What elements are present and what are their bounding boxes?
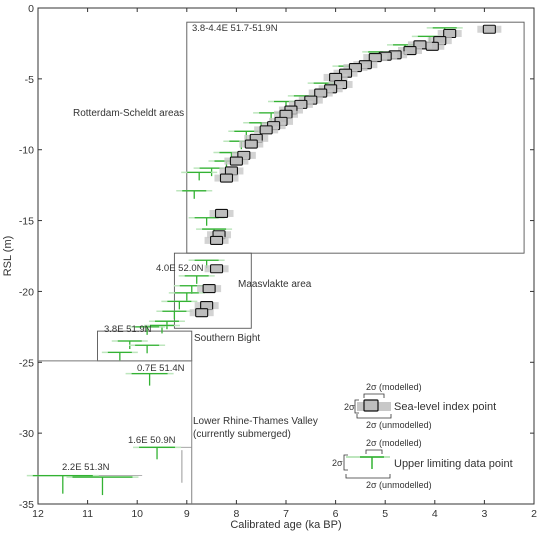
- x-tick-label: 7: [283, 508, 289, 520]
- region-name-label: Rotterdam-Scheldt areas: [73, 108, 184, 119]
- y-tick-label: -25: [19, 357, 34, 369]
- x-tick-label: 9: [184, 508, 190, 520]
- axes: 12 11 10 9 8 7 6 5 4 3 2 0 -5 -10 -15 -20 -25 -30 -35: [19, 3, 537, 520]
- region-coord-label: 0.7E 51.4N: [137, 363, 185, 374]
- x-tick-label: 6: [333, 508, 339, 520]
- index-point-box: [219, 173, 234, 183]
- legend-limit-modelled: 2σ (modelled): [366, 438, 422, 448]
- y-tick-label: -30: [19, 428, 34, 440]
- y-axis-label: RSL (m): [2, 236, 14, 277]
- region-coord-label: 2.2E 51.3N: [62, 462, 110, 473]
- x-axis-label: Calibrated age (ka BP): [230, 519, 341, 531]
- region-labels: 3.8-4.4E 51.7-51.9N Rotterdam-Scheldt are…: [62, 23, 318, 473]
- region-name-label: Southern Bight: [194, 333, 260, 344]
- x-tick-label: 2: [531, 508, 537, 520]
- index-point-box: [210, 235, 224, 245]
- index-point-box: [482, 24, 496, 34]
- legend-limit-unmodelled: 2σ (unmodelled): [366, 480, 432, 490]
- index-point-box: [202, 284, 216, 294]
- region-boxes: [38, 21, 525, 504]
- y-tick-label: -10: [19, 145, 34, 157]
- x-tick-label: 4: [432, 508, 438, 520]
- region-coord-label: 1.6E 50.9N: [128, 435, 176, 446]
- legend-limit-sigma: 2σ: [332, 458, 343, 468]
- x-tick-label: 5: [382, 508, 388, 520]
- legend-index-modelled: 2σ (modelled): [366, 382, 422, 392]
- region-box-maasvlakte: [173, 252, 252, 329]
- x-tick-label: 3: [481, 508, 487, 520]
- y-tick-label: -20: [19, 286, 34, 298]
- legend-index-unmodelled-bracket: [356, 414, 392, 419]
- region-box-lower-rhine: [38, 360, 193, 504]
- x-tick-label: 12: [32, 508, 44, 520]
- legend-index-sigma-bracket: [354, 399, 359, 414]
- index-point-box: [214, 208, 229, 219]
- y-tick-label: -5: [25, 74, 34, 86]
- index-point-box: [195, 308, 209, 318]
- region-coord-label: 3.8E 51.9N: [104, 324, 152, 335]
- y-tick-label: -35: [19, 499, 34, 511]
- region-coord-label: 4.0E 52.0N: [156, 263, 204, 274]
- legend-index-unmodelled: 2σ (unmodelled): [366, 420, 432, 430]
- index-point-box: [244, 139, 258, 149]
- y-tick-label: -15: [19, 216, 34, 228]
- legend-index-label: Sea-level index point: [394, 401, 496, 413]
- x-tick-label: 10: [131, 508, 143, 520]
- legend-index-box: [363, 399, 379, 412]
- legend-limit-label: Upper limiting data point: [394, 458, 513, 470]
- legend-limit-sigma-bracket: [343, 454, 348, 471]
- legend: 2σ (modelled) 2σ 2σ (unmodelled) Sea-lev…: [332, 382, 513, 490]
- region-subtitle-label: (currently submerged): [193, 429, 291, 440]
- index-point-box: [259, 125, 273, 135]
- legend-limit-unmodelled-bracket: [345, 474, 391, 479]
- legend-limit-modelled-bracket: [365, 449, 383, 454]
- x-tick-label: 8: [233, 508, 239, 520]
- index-point-box: [210, 264, 224, 274]
- region-name-label: Maasvlakte area: [238, 279, 312, 290]
- region-coord-label: 3.8-4.4E 51.7-51.9N: [192, 23, 278, 34]
- y-tick-label: 0: [28, 3, 34, 15]
- index-point-box: [229, 156, 243, 166]
- region-name-label: Lower Rhine-Thames Valley: [193, 416, 318, 427]
- index-points: [189, 24, 502, 318]
- legend-index-sigma: 2σ: [344, 402, 355, 412]
- legend-index-modelled-bracket: [363, 393, 385, 398]
- x-tick-label: 11: [82, 508, 93, 520]
- region-box-rotterdam: [186, 21, 525, 254]
